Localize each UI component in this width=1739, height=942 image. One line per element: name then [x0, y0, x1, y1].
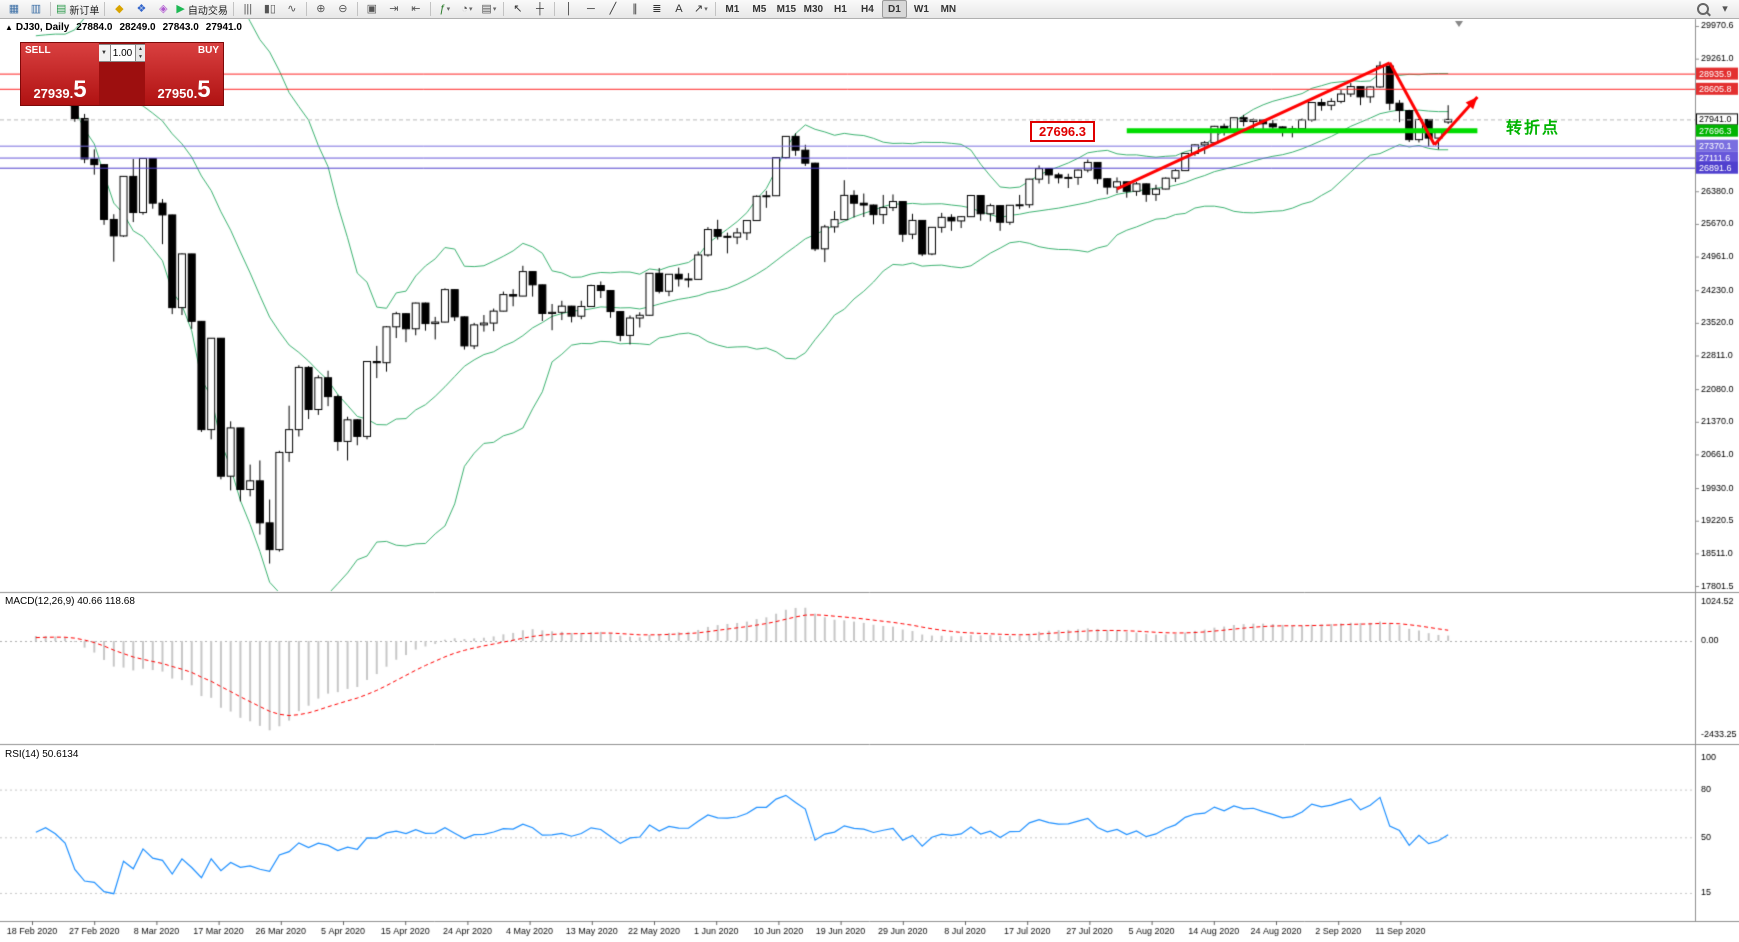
horizontal-line-icon[interactable]: ─: [586, 3, 595, 15]
toolbar-separator: [356, 2, 358, 16]
chart-symbol-period: DJ30, Daily: [15, 22, 70, 33]
autotrading-button[interactable]: ▶ 自动交易: [176, 3, 228, 17]
tile-windows-icon[interactable]: ▣: [366, 3, 378, 15]
channel-icon[interactable]: ∥: [632, 3, 638, 15]
indicators-icon[interactable]: ƒ ▾: [439, 3, 451, 15]
buy-price: 27950. 5: [157, 76, 211, 103]
auto-scroll-icon[interactable]: ⇥: [389, 3, 399, 15]
line-chart-mode-icon[interactable]: ∿: [287, 3, 297, 15]
profiles-icon[interactable]: ▥: [30, 3, 42, 15]
trendline-icon[interactable]: ╱: [609, 3, 617, 15]
market-icon[interactable]: ❖: [136, 3, 147, 15]
chart-title: ▲ DJ30, Daily 27884.0 28249.0 27843.0 27941.0: [5, 22, 242, 33]
toolbar-separator: [553, 2, 555, 16]
sell-button[interactable]: SELL 27939. 5: [21, 43, 99, 105]
ohlc-low: 27843.0: [162, 22, 199, 33]
timeframe-m1-button[interactable]: M1: [725, 3, 740, 15]
toolbar-separator: [714, 2, 716, 16]
new-chart-icon[interactable]: ▦: [8, 3, 20, 15]
ohlc-open: 27884.0: [76, 22, 113, 33]
sell-price: 27939. 5: [33, 76, 87, 103]
lot-size-input[interactable]: [110, 44, 136, 62]
macd-indicator-label: MACD(12,26,9) 40.66 118.68: [5, 596, 135, 607]
periods-icon[interactable]: ◔ ▾: [461, 3, 473, 15]
ohlc-close: 27941.0: [205, 22, 242, 33]
turning-point-label[interactable]: 转折点: [1506, 120, 1561, 137]
chart-shift-icon[interactable]: ⇤: [411, 3, 421, 15]
crosshair-icon[interactable]: ┼: [535, 3, 544, 15]
buy-button[interactable]: BUY 27950. 5: [145, 43, 223, 105]
timeframe-m5-button[interactable]: M5: [752, 3, 767, 15]
arrows-tool-icon[interactable]: ↗ ▾: [694, 3, 708, 15]
metaeditor-icon[interactable]: ◆: [115, 3, 124, 15]
price-level-annotation[interactable]: 27696.3: [1030, 121, 1095, 142]
new-order-button[interactable]: ▤ 新订单: [56, 3, 100, 17]
buy-label: BUY: [197, 45, 219, 56]
rsi-indicator-label: RSI(14) 50.6134: [5, 749, 79, 760]
candlestick-mode-icon[interactable]: ▮▯: [263, 3, 276, 15]
toolbar-options-icon[interactable]: ▾: [1722, 3, 1728, 15]
templates-icon[interactable]: ▤ ▾: [481, 3, 497, 15]
toolbar-separator: [502, 2, 504, 16]
lot-decrease-icon: ▼: [138, 54, 143, 60]
timeframe-m15-button[interactable]: M15: [776, 3, 797, 15]
lot-dropdown-button[interactable]: ▼: [97, 44, 111, 62]
lot-size-area: ▼ ▲ ▼: [97, 43, 147, 105]
text-tool-icon[interactable]: A: [675, 3, 683, 15]
bar-chart-mode-icon[interactable]: |||: [243, 3, 253, 15]
zoom-in-icon[interactable]: ⊕: [316, 3, 326, 15]
toolbar-separator: [305, 2, 307, 16]
toolbar-separator: [232, 2, 234, 16]
ohlc-high: 28249.0: [119, 22, 156, 33]
cursor-icon[interactable]: ↖: [513, 3, 523, 15]
timeframe-w1-button[interactable]: W1: [913, 3, 929, 15]
toolbar-separator: [104, 2, 106, 16]
toolbar-separator: [50, 2, 51, 16]
sell-label: SELL: [25, 45, 51, 56]
main-toolbar: ▦ ▥ ▤ 新订单 ◆ ❖ ◈ ▶ 自动交易 ||| ▮▯ ∿ ⊕ ⊖ ▣ ⇥ ⇤ ƒ ▾ ◔ ▾ ▤ ▾ ↖ ┼ │ ─ ╱ ∥ ≣ A ↗…: [0, 0, 1739, 19]
timeframe-mn-button[interactable]: MN: [940, 3, 957, 15]
signals-icon[interactable]: ◈: [159, 3, 168, 15]
one-click-trading-panel: SELL 27939.5 ▼ ▲ ▼ BUY 27950.5: [20, 42, 224, 106]
vertical-line-icon[interactable]: │: [565, 3, 573, 15]
zoom-out-icon[interactable]: ⊖: [338, 3, 348, 15]
timeframe-d1-button[interactable]: D1: [881, 0, 907, 18]
lot-increase-icon: ▲: [138, 46, 143, 52]
timeframe-h1-button[interactable]: H1: [833, 3, 847, 15]
fibonacci-icon[interactable]: ≣: [652, 3, 662, 15]
toolbar-separator: [429, 2, 431, 16]
search-icon[interactable]: [1693, 0, 1713, 18]
chart-title-marker: ▲: [5, 23, 13, 32]
timeframe-h4-button[interactable]: H4: [860, 3, 874, 15]
timeframe-m30-button[interactable]: M30: [803, 3, 824, 15]
